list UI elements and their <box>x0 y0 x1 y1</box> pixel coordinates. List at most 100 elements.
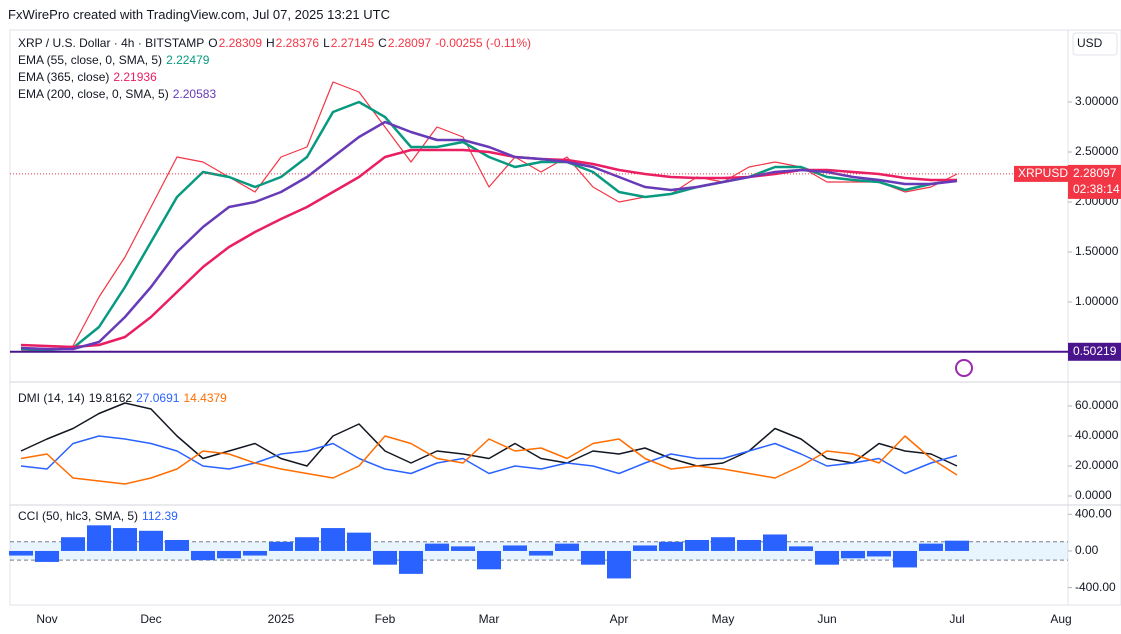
y-tick-label: 400.00 <box>1075 506 1112 520</box>
y-tick-label: 3.00000 <box>1075 94 1119 108</box>
series-line <box>20 81 958 352</box>
bar <box>191 550 215 561</box>
legend-row: EMA (365, close) 2.21936 <box>18 69 535 86</box>
indicator-value: 112.39 <box>142 509 178 523</box>
cci-legend: CCI (50, hlc3, SMA, 5) 112.39 <box>18 508 182 525</box>
level-tag <box>1068 342 1121 361</box>
x-tick-label: Apr <box>610 612 629 626</box>
bar <box>893 550 917 568</box>
price-change: -0.00255 (-0.11%) <box>435 36 532 50</box>
x-tick-label: Mar <box>479 612 500 626</box>
bar <box>165 539 189 551</box>
bar <box>243 550 267 556</box>
indicator-value: 19.8162 <box>88 391 133 405</box>
y-tick-label: 2.50000 <box>1075 144 1119 158</box>
indicator-name: EMA (55, close, 0, SMA, 5) <box>18 53 163 67</box>
bar <box>815 550 839 565</box>
bar <box>503 545 527 551</box>
bar <box>477 550 501 570</box>
indicator-name: DMI (14, 14) <box>18 391 85 405</box>
indicator-value: 2.21936 <box>113 70 157 84</box>
bar <box>763 534 787 551</box>
x-tick-label: Dec <box>140 612 161 626</box>
x-tick-label: Aug <box>1050 612 1071 626</box>
y-tick-label: 1.50000 <box>1075 244 1119 258</box>
bar <box>61 537 85 551</box>
level-tag-label: 0.50219 <box>1073 344 1117 358</box>
series-line <box>20 148 957 349</box>
ohlc-label: C <box>378 36 387 50</box>
y-tick-label: -400.00 <box>1075 580 1116 594</box>
bar <box>451 546 475 551</box>
series-line <box>20 100 958 352</box>
series-line <box>20 435 958 475</box>
dmi-legend: DMI (14, 14) 19.8162 27.0691 14.4379 <box>18 390 231 407</box>
countdown: 02:38:14 <box>1073 182 1120 196</box>
price-tag-label: 2.28097 <box>1073 166 1117 180</box>
bar <box>269 541 293 551</box>
y-tick-label: 1.00000 <box>1075 294 1119 308</box>
chart-frame <box>9 29 1121 606</box>
indicator-name: EMA (200, close, 0, SMA, 5) <box>18 87 169 101</box>
legend-row: EMA (55, close, 0, SMA, 5) 2.22479 <box>18 52 535 69</box>
bar <box>321 528 345 551</box>
bar <box>659 541 683 551</box>
bar <box>139 530 163 551</box>
currency: USD <box>1077 36 1103 50</box>
symbol-tag-label: XRPUSD <box>1018 166 1068 180</box>
y-tick-label: 60.0000 <box>1075 398 1119 412</box>
bar <box>581 550 605 565</box>
bar <box>87 525 111 551</box>
bar <box>555 543 579 551</box>
ohlc-value: 2.27145 <box>330 36 375 50</box>
y-tick-label: 40.0000 <box>1075 428 1119 442</box>
series-line <box>20 402 958 467</box>
legend-row: DMI (14, 14) 19.8162 27.0691 14.4379 <box>18 390 231 407</box>
bar <box>529 550 553 556</box>
bar <box>373 550 397 565</box>
indicator-name: CCI (50, hlc3, SMA, 5) <box>18 509 139 523</box>
x-tick-label: 2025 <box>268 612 295 626</box>
price-legend: XRP / U.S. Dollar · 4h · BITSTAMP O2.2830… <box>18 35 535 103</box>
ohlc-value: 2.28309 <box>218 36 262 50</box>
bar <box>9 550 33 556</box>
price-tag <box>1068 164 1121 199</box>
y-tick-label: 0.00 <box>1075 543 1099 557</box>
bar <box>919 543 943 551</box>
y-tick-label: 0.0000 <box>1075 488 1112 502</box>
bar <box>867 550 891 557</box>
legend-row: CCI (50, hlc3, SMA, 5) 112.39 <box>18 508 182 525</box>
x-tick-label: Feb <box>375 612 396 626</box>
bar <box>399 550 423 574</box>
x-tick-label: May <box>712 612 735 626</box>
bar <box>35 550 59 562</box>
bar <box>789 546 813 551</box>
indicator-value: 2.20583 <box>172 87 217 101</box>
indicator-value: 14.4379 <box>183 391 227 405</box>
bar <box>841 550 865 559</box>
x-tick-label: Jun <box>817 612 836 626</box>
ohlc-label: H <box>266 36 275 50</box>
ohlc-value: 2.28376 <box>275 36 320 50</box>
indicator-value: 27.0691 <box>136 391 180 405</box>
bar <box>347 532 371 551</box>
y-tick-label: 20.0000 <box>1075 458 1119 472</box>
bar <box>945 540 969 551</box>
bar <box>633 545 657 551</box>
symbol-title: XRP / U.S. Dollar · 4h · BITSTAMP <box>18 36 205 50</box>
ohlc-label: O <box>208 36 218 50</box>
series-line <box>20 435 958 485</box>
bar <box>217 550 241 559</box>
currency-box[interactable] <box>1072 32 1118 56</box>
indicator-name: EMA (365, close) <box>18 70 110 84</box>
bar <box>607 550 631 579</box>
x-tick-label: Nov <box>36 612 57 626</box>
indicator-value: 2.22479 <box>166 53 210 67</box>
replay-icon[interactable] <box>955 359 973 377</box>
watermark: FxWirePro created with TradingView.com, … <box>8 7 390 22</box>
x-tick-label: Jul <box>949 612 964 626</box>
bar <box>711 537 735 551</box>
bar <box>685 539 709 551</box>
